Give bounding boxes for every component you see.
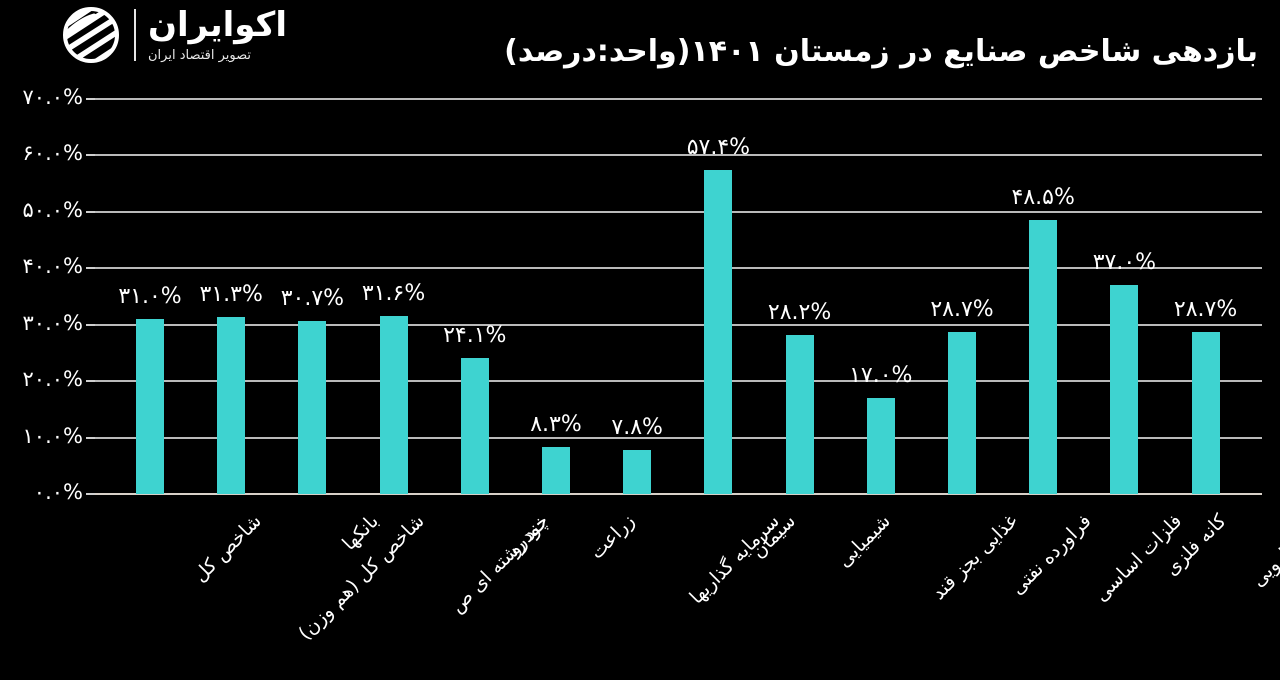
y-tick-label: ۲۰.۰% [22,367,83,392]
y-tick-mark [86,98,95,100]
x-axis-category-label: غذایی بجز قند [927,510,1022,605]
bar[interactable] [460,358,489,494]
bar-value-label: ۷.۸% [611,414,663,440]
y-tick-label: ۵۰.۰% [22,197,83,222]
bar[interactable] [542,447,570,494]
bar[interactable] [785,334,814,494]
page-title: بازدهی شاخص صنایع در زمستان ۱۴۰۱(واحد:در… [504,34,1258,69]
gridline [95,436,1262,439]
bar-value-label: ۳۱.۳% [199,282,263,308]
bar[interactable] [1110,285,1139,494]
y-tick-mark [86,210,95,213]
bar[interactable] [298,320,327,494]
x-axis-category-label: مواد دارویی [1246,510,1280,592]
bar[interactable] [866,398,895,494]
y-tick-mark [86,267,95,270]
bar-value-label: ۲۴.۱% [443,323,507,348]
brand-divider [134,9,136,61]
y-tick-mark [86,154,95,157]
y-tick-label: ۶۰.۰% [22,141,83,166]
bar-value-label: ۵۷.۴% [686,135,751,161]
y-tick-label: ۴۰.۰% [22,254,83,279]
eco-iran-globe-logo-icon [60,4,122,66]
gridline [95,323,1262,326]
bar-value-label: ۱۷.۰% [849,363,913,389]
bar[interactable] [1029,220,1058,494]
y-tick-mark [86,436,95,439]
x-axis-category-label: زراعت [585,510,640,564]
brand-tagline: تصویر اقتصاد ایران [148,48,251,63]
bar-value-label: ۳۱.۰% [118,284,182,310]
bar[interactable] [704,170,733,494]
y-tick-label: ۷۰.۰% [22,85,83,109]
gridline [95,98,1262,100]
bar-value-label: ۳۰.۷% [280,285,345,311]
x-axis-category-label: شاخص کل [189,510,266,587]
y-tick-mark [86,380,95,383]
bar-value-label: ۳۱.۶% [361,280,426,306]
gridline [95,210,1262,213]
bar[interactable] [217,317,246,494]
header-bar: اکوایران تصویر اقتصاد ایران بازدهی شاخص … [0,0,1280,88]
bar-value-label: ۴۸.۵% [1011,185,1075,211]
brand-logo-block: اکوایران تصویر اقتصاد ایران [60,4,287,66]
bar-value-label: ۸.۳% [530,412,582,438]
bar[interactable] [623,449,652,494]
bar-value-label: ۳۷.۰% [1092,250,1157,276]
bar[interactable] [948,332,976,494]
x-axis-category-label: شیمیایی [832,510,895,572]
bar-value-label: ۲۸.۷% [1173,297,1238,323]
bar[interactable] [136,319,164,494]
y-tick-label: ۱۰.۰% [22,423,83,448]
gridline [95,380,1262,383]
y-tick-mark [86,323,95,326]
y-tick-label: ۰.۰% [33,480,83,504]
gridline [95,154,1262,157]
x-axis-category-label: خودرو [502,510,553,560]
bar[interactable] [379,315,408,494]
bar-value-label: ۲۸.۲% [767,299,832,325]
y-tick-label: ۳۰.۰% [22,310,83,335]
bar[interactable] [1191,332,1220,494]
y-tick-mark [86,493,95,495]
brand-name: اکوایران [148,5,287,45]
gridline [95,267,1262,270]
brand-text-block: اکوایران تصویر اقتصاد ایران [148,8,287,62]
bar-value-label: ۲۸.۷% [930,297,994,323]
axis-baseline [95,493,1262,495]
